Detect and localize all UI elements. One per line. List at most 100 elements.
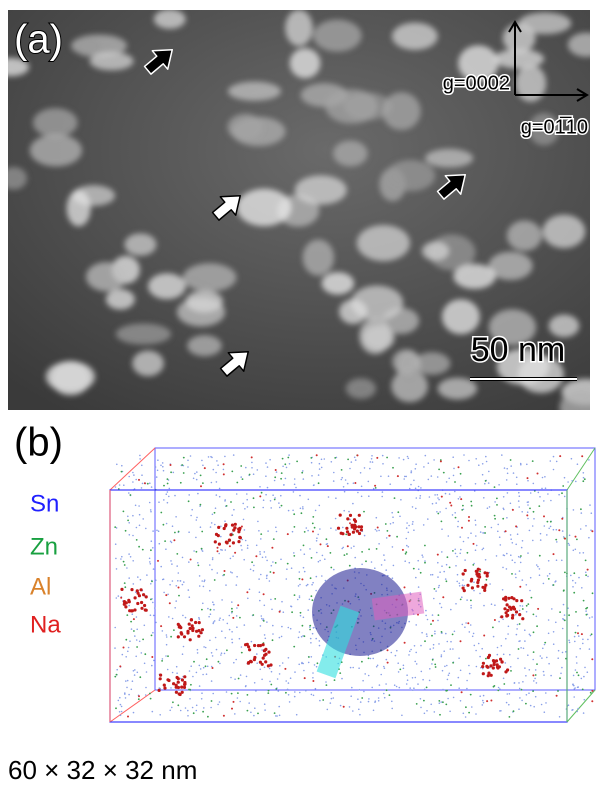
atom [388, 535, 390, 537]
atom [549, 573, 551, 575]
atom [479, 571, 481, 573]
atom [156, 530, 158, 532]
atom [246, 676, 248, 678]
atom [503, 554, 505, 556]
atom [196, 479, 198, 481]
atom [414, 645, 416, 647]
atom [224, 523, 227, 526]
atom [494, 518, 496, 520]
atom [214, 524, 216, 526]
atom [114, 526, 116, 528]
atom [454, 549, 456, 551]
atom [136, 646, 138, 648]
atom [176, 672, 178, 674]
atom [412, 506, 414, 508]
atom [122, 654, 124, 656]
atom [488, 482, 490, 484]
atom [569, 544, 571, 546]
atom [202, 674, 204, 676]
atom [168, 616, 170, 618]
atom [358, 532, 361, 535]
atom [483, 702, 485, 704]
atom [241, 652, 243, 654]
atom [271, 671, 273, 673]
atom [510, 465, 512, 467]
atom [527, 480, 529, 482]
atom [400, 499, 402, 501]
atom [349, 514, 352, 517]
atom [389, 483, 391, 485]
atom [132, 680, 134, 682]
atom [262, 643, 265, 646]
atom [450, 648, 452, 650]
atom [120, 715, 122, 717]
atom [127, 680, 129, 682]
atom [274, 497, 276, 499]
atom [361, 486, 363, 488]
atom [424, 689, 426, 691]
atom [445, 493, 447, 495]
atom [133, 474, 135, 476]
precipitate [148, 273, 186, 299]
atom [170, 687, 172, 689]
atom [399, 687, 401, 689]
atom [213, 621, 215, 623]
atom [378, 700, 380, 702]
atom [130, 588, 133, 591]
atom [138, 698, 140, 700]
atom [213, 604, 215, 606]
atom [454, 491, 456, 493]
atom [488, 471, 490, 473]
atom [391, 701, 393, 703]
atom [274, 476, 276, 478]
atom [591, 616, 593, 618]
atom [129, 640, 131, 642]
atom [217, 550, 219, 552]
atom [232, 555, 234, 557]
atom [145, 609, 148, 612]
atom [489, 506, 491, 508]
atom [413, 568, 415, 570]
atom [124, 586, 126, 588]
atom [120, 558, 122, 560]
atom [190, 684, 192, 686]
atom [368, 548, 370, 550]
atom [211, 569, 213, 571]
atom [410, 649, 412, 651]
atom [554, 581, 556, 583]
atom [266, 560, 268, 562]
atom [472, 636, 474, 638]
atom [265, 556, 267, 558]
atom [275, 688, 277, 690]
atom [240, 674, 242, 676]
atom [437, 497, 439, 499]
atom [202, 482, 204, 484]
atom [377, 665, 379, 667]
atom [403, 478, 405, 480]
atom [213, 469, 215, 471]
atom [170, 636, 172, 638]
atom [119, 484, 121, 486]
atom [527, 518, 529, 520]
atom [311, 584, 313, 586]
atom [375, 487, 377, 489]
atom [214, 512, 216, 514]
atom [588, 537, 590, 539]
atom [583, 600, 585, 602]
atom [219, 617, 221, 619]
atom [441, 528, 443, 530]
atom [326, 538, 328, 540]
atom [135, 656, 137, 658]
atom [573, 572, 575, 574]
atom [160, 566, 162, 568]
atom [136, 539, 138, 541]
atom [469, 631, 471, 633]
atom [333, 569, 335, 571]
atom [316, 454, 318, 456]
atom [550, 500, 552, 502]
atom [218, 661, 220, 663]
atom [498, 484, 500, 486]
atom [519, 605, 521, 607]
atom [351, 547, 353, 549]
atom [466, 584, 469, 587]
